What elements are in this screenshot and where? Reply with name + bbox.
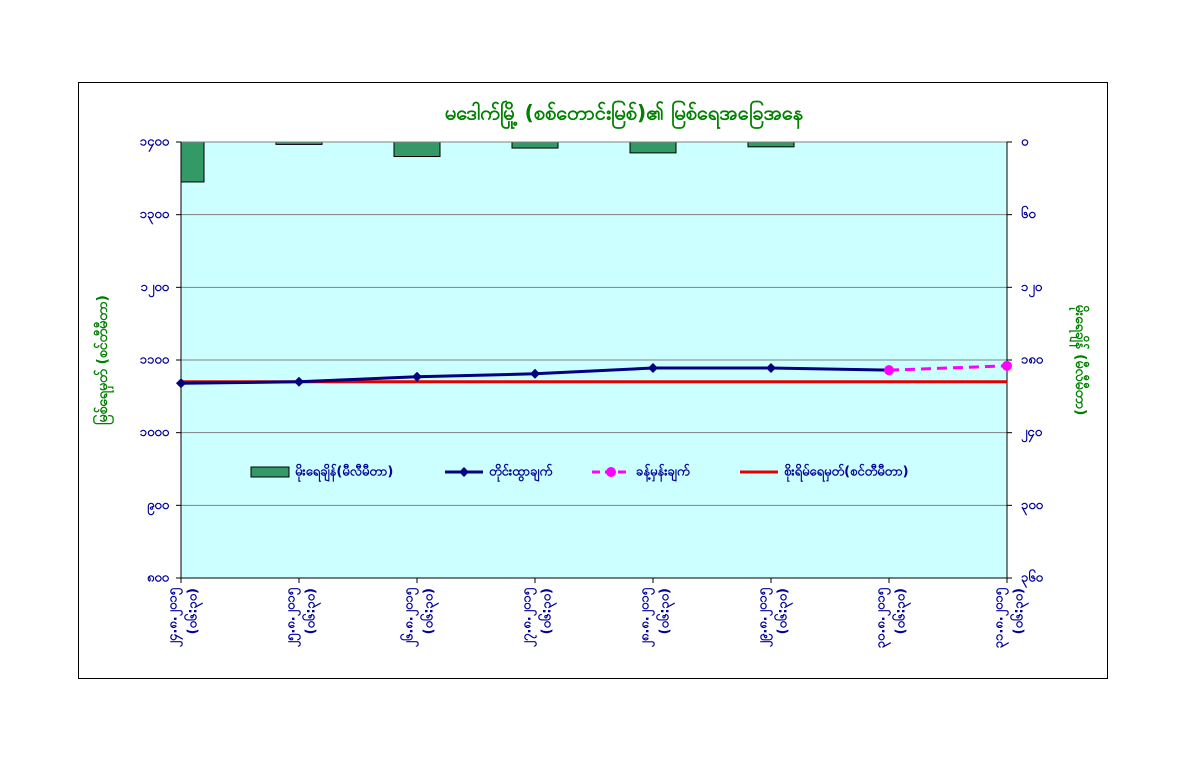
- x-tick-label: (၀၆:၃၀): [538, 588, 558, 634]
- bar-group: [181, 142, 795, 183]
- legend-label: ခန့်မှန်းချက်: [636, 463, 690, 483]
- marker: [1002, 360, 1012, 371]
- bar: [747, 142, 795, 148]
- x-tick-label: (၀၆:၃၀): [656, 588, 676, 634]
- x-tick-label: ၂၅.၈.၂၀၁၅: [284, 587, 302, 647]
- y2-axis-label: မိုးရေချိန် (မီလီမီတာ): [1069, 305, 1089, 416]
- x-tick-label: (၀၆:၃၀): [774, 588, 794, 634]
- bar: [181, 142, 205, 183]
- legend-label: တိုင်းထွာချက်: [489, 463, 552, 483]
- y-tick-label: ၁၀၀၀: [140, 425, 170, 440]
- y2-tick-label: ၃၀၀: [1021, 498, 1044, 516]
- legend-swatch: [250, 466, 290, 478]
- y-axis-label: မြစ်ရေမှတ် (စင်တီမီတာ): [93, 295, 114, 425]
- x-tick-label: (၀၆:၃၀): [184, 588, 204, 634]
- y-tick-label: ၁၂၀၀: [141, 280, 170, 298]
- y2-tick-label: ၀: [1021, 135, 1029, 150]
- marker: [884, 365, 894, 376]
- bar: [393, 142, 441, 158]
- legend-label: စိုးရိမ်ရေမှတ်(စင်တီမီတာ): [784, 463, 909, 483]
- legend-label: မိုးရေချိန်(မီလီမီတာ): [295, 463, 393, 483]
- y2-tick-label: ၆၀: [1021, 205, 1036, 222]
- x-tick-label: ၂၇.၈.၂၀၁၅: [520, 587, 538, 647]
- marker: [530, 368, 540, 379]
- x-tick-label: ၃၁.၈.၂၀၁၅: [992, 587, 1010, 648]
- y2-tick-label: ၃၆၀: [1021, 569, 1044, 589]
- y-tick-label: ၁၃၀၀: [140, 207, 170, 225]
- marker: [294, 376, 304, 387]
- x-tick-label: (၀၆:၃၀): [892, 588, 912, 634]
- y-tick-label: ၁၁၀၀: [140, 353, 170, 368]
- marker: [648, 362, 658, 373]
- x-tick-label: ၂၉.၈.၂၀၁၅: [756, 587, 774, 647]
- y2-tick-label: ၁၈၀: [1021, 353, 1044, 368]
- bar: [275, 142, 323, 145]
- legend-marker: [606, 467, 616, 477]
- x-tick-label: ၂၈.၈.၂၀၁၅: [638, 587, 656, 647]
- marker: [412, 371, 422, 382]
- line: [888, 364, 1008, 372]
- bar: [511, 142, 559, 149]
- y-tick-label: ၉၀၀: [147, 498, 170, 516]
- marker: [766, 362, 776, 373]
- marker: [176, 378, 186, 389]
- x-tick-label: (၀၆:၃၀): [420, 588, 440, 634]
- y-tick-label: ၈၀၀: [147, 571, 170, 586]
- y2-tick-label: ၁၂၀: [1021, 280, 1043, 298]
- x-tick-label: (၀၆:၃၀): [1010, 588, 1030, 634]
- bar: [629, 142, 677, 154]
- y-tick-label: ၁၄၀၀: [140, 135, 170, 153]
- x-tick-label: (၀၆:၃၀): [302, 588, 322, 634]
- x-tick-label: ၃၀.၈.၂၀၁၅: [874, 587, 892, 648]
- legend-marker: [459, 467, 469, 477]
- x-tick-label: ၂၄.၈.၂၀၁၅: [166, 587, 184, 647]
- x-tick-label: ၂၆.၈.၂၀၁၅: [400, 587, 420, 647]
- y2-tick-label: ၂၄၀: [1021, 425, 1043, 443]
